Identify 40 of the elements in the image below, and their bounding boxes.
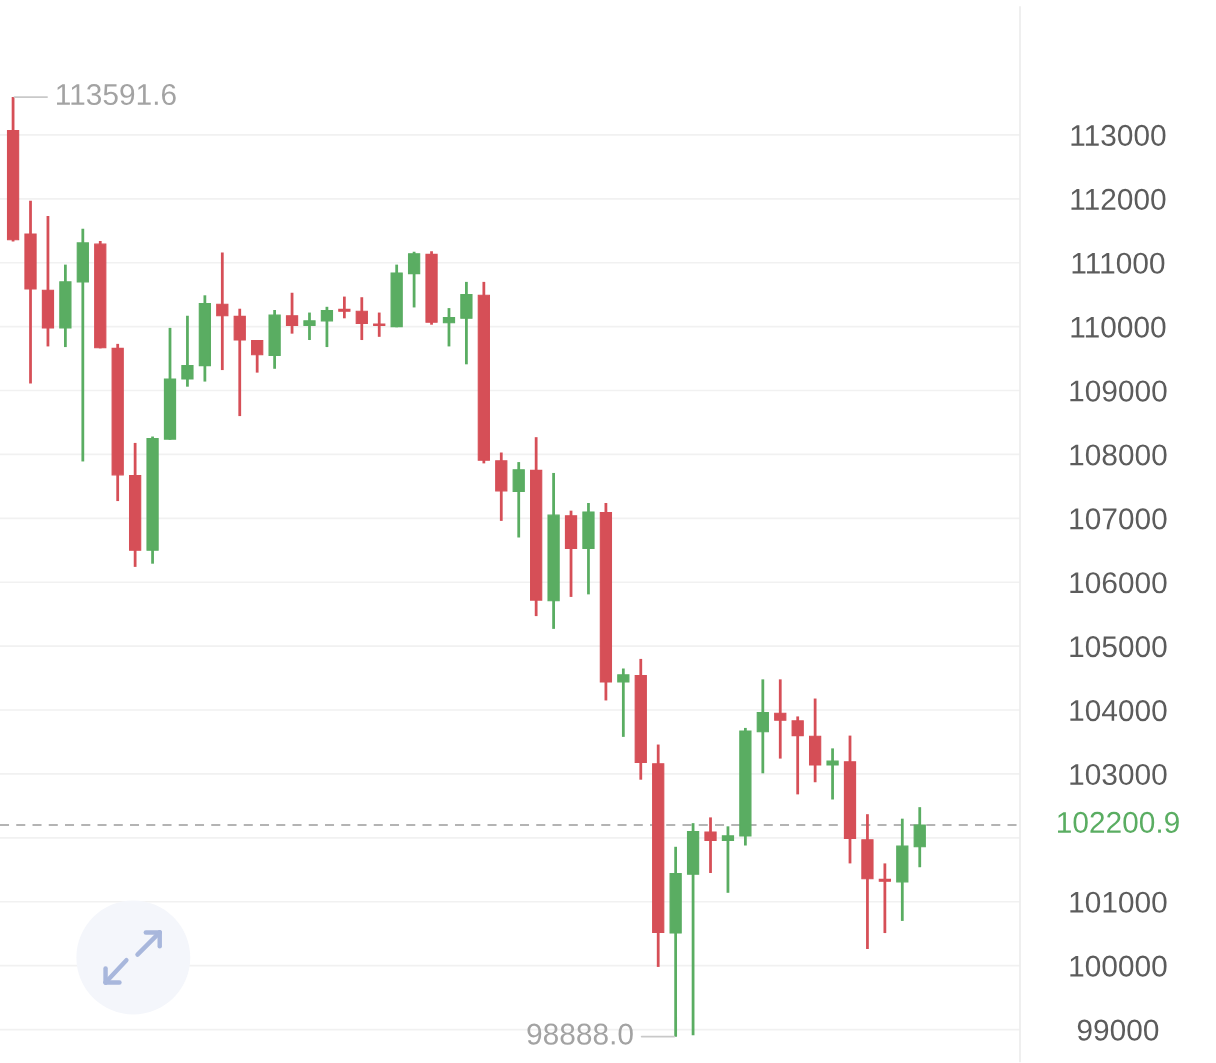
candlestick [512,460,525,539]
y-tick-label: 100000 [1070,955,1167,977]
candlestick [460,280,473,366]
candlestick [320,305,334,349]
candlestick [216,251,229,372]
y-tick-label: 107000 [1070,508,1167,530]
candlestick [338,295,351,320]
y-tick-label: 105000 [1070,636,1167,658]
y-tick-label: 113000 [1071,124,1166,147]
candlestick [285,291,299,336]
y-tick-label: 110000 [1071,316,1166,338]
y-tick-label: 104000 [1070,700,1167,722]
annotation: 98888.0 [527,1023,633,1045]
annotation: 113591.6 [57,83,176,106]
candlestick [826,746,839,801]
candlestick [303,311,316,342]
candlestick [233,307,246,418]
y-tick-label: 111000 [1072,252,1165,274]
y-tick-label: 109000 [1070,380,1167,402]
y-tick-label: 108000 [1070,444,1167,466]
candlestick [791,715,804,796]
candlestick [373,311,386,339]
candlestick [913,805,926,869]
candlestick [704,816,717,875]
candlestick [355,295,368,342]
candlestick [407,250,421,309]
candlestick [721,824,735,895]
y-tick-label: 101000 [1070,891,1167,913]
candlestick [756,677,769,775]
y-tick-label: 99000 [1077,1019,1159,1041]
candlestick [617,667,630,739]
candlestick [774,677,787,760]
ref-line-label: 102200.9 [1058,811,1179,834]
candlestick [878,862,892,935]
y-tick-label: 112000 [1071,188,1166,210]
candlestick [181,314,194,389]
candlestick [251,338,264,375]
candlestick [442,306,456,348]
y-tick-label: 103000 [1070,763,1167,786]
y-tick-label: 106000 [1070,572,1167,594]
